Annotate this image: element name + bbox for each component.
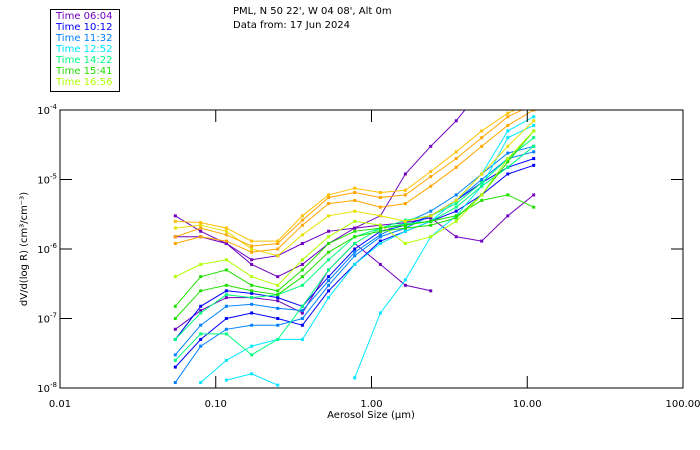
data-point [532,136,536,140]
chart-legend: Time 06:04 Time 10:12 Time 11:32 Time 12:52… [50,9,120,92]
legend-item: Time 11:32 [56,33,113,44]
series-8 [224,372,280,387]
series-line [175,242,431,330]
chart-header: PML, N 50 22', W 04 08', Alt 0m Data fro… [233,5,392,33]
data-point [276,383,280,387]
legend-item: Time 06:04 [56,11,113,22]
series-line [174,130,535,319]
y-axis-label: dV/d(log R) (cm³/cm⁻³) [19,192,30,306]
series-line [174,164,534,368]
series-line [226,373,278,386]
series-layer [173,88,536,387]
y-tick-label: 10-6 [37,242,57,256]
data-point [173,353,177,357]
y-tick-exponent: -8 [50,381,57,389]
legend-item: Time 14:22 [56,55,113,66]
series-7 [199,115,536,384]
data-point [532,119,536,123]
series-line [175,110,517,242]
series-line [175,120,535,257]
series-line [174,158,534,340]
series-line [175,130,535,286]
series-line [175,110,534,253]
series-line [354,124,534,378]
y-tick-base: 10 [37,315,50,326]
series-15 [173,119,536,258]
series-18 [173,101,535,243]
y-tick-exponent: -5 [50,173,57,181]
data-point [173,358,177,362]
axes: 0.01 0.10 1.00 10.00 100.0010-410-510-610-71… [37,103,700,410]
x-tick-label: 0.10 [205,399,227,410]
series-line [174,194,534,307]
x-axis-label: Aerosol Size (µm) [327,410,415,421]
y-tick-base: 10 [37,106,50,117]
y-tick-base: 10 [37,384,50,395]
x-tick-label: 10.00 [513,399,542,410]
legend-item: Time 12:52 [56,44,113,55]
data-point [224,378,228,382]
data-point [532,110,536,112]
data-point [532,101,535,104]
data-point [429,289,433,293]
series-4 [173,157,536,341]
data-point [199,380,203,384]
y-tick-label: 10-7 [37,312,57,326]
series-14 [173,129,536,287]
series-6 [173,144,536,357]
y-tick-exponent: -6 [50,242,58,250]
series-16 [173,110,536,254]
y-tick-exponent: -7 [50,312,57,320]
y-tick-base: 10 [37,176,50,187]
x-tick-label: 1.00 [360,399,382,410]
y-tick-label: 10-5 [37,173,57,187]
data-point [173,337,177,341]
series-0 [173,88,483,279]
y-tick-label: 10-4 [37,103,57,117]
legend-item: Time 15:41 [56,66,113,77]
location-label: PML, N 50 22', W 04 08', Alt 0m [233,6,392,17]
series-line [174,137,535,361]
series-12 [173,193,536,308]
y-tick-label: 10-8 [37,381,57,395]
x-tick-label: 0.01 [49,399,71,410]
data-point [480,88,483,91]
y-tick-exponent: -4 [50,103,58,111]
data-point [532,103,535,106]
data-point [532,157,536,161]
legend-item: Time 16:56 [56,77,113,88]
legend-item: Time 10:12 [56,22,113,33]
x-tick-label: 100.00 [666,399,700,410]
y-tick-base: 10 [37,245,50,256]
series-line [175,110,524,247]
date-label: Data from: 17 Jun 2024 [233,20,351,31]
series-line [174,151,534,383]
series-line [174,145,534,356]
series-line [175,194,535,261]
data-point [353,376,357,380]
series-17 [173,103,535,248]
